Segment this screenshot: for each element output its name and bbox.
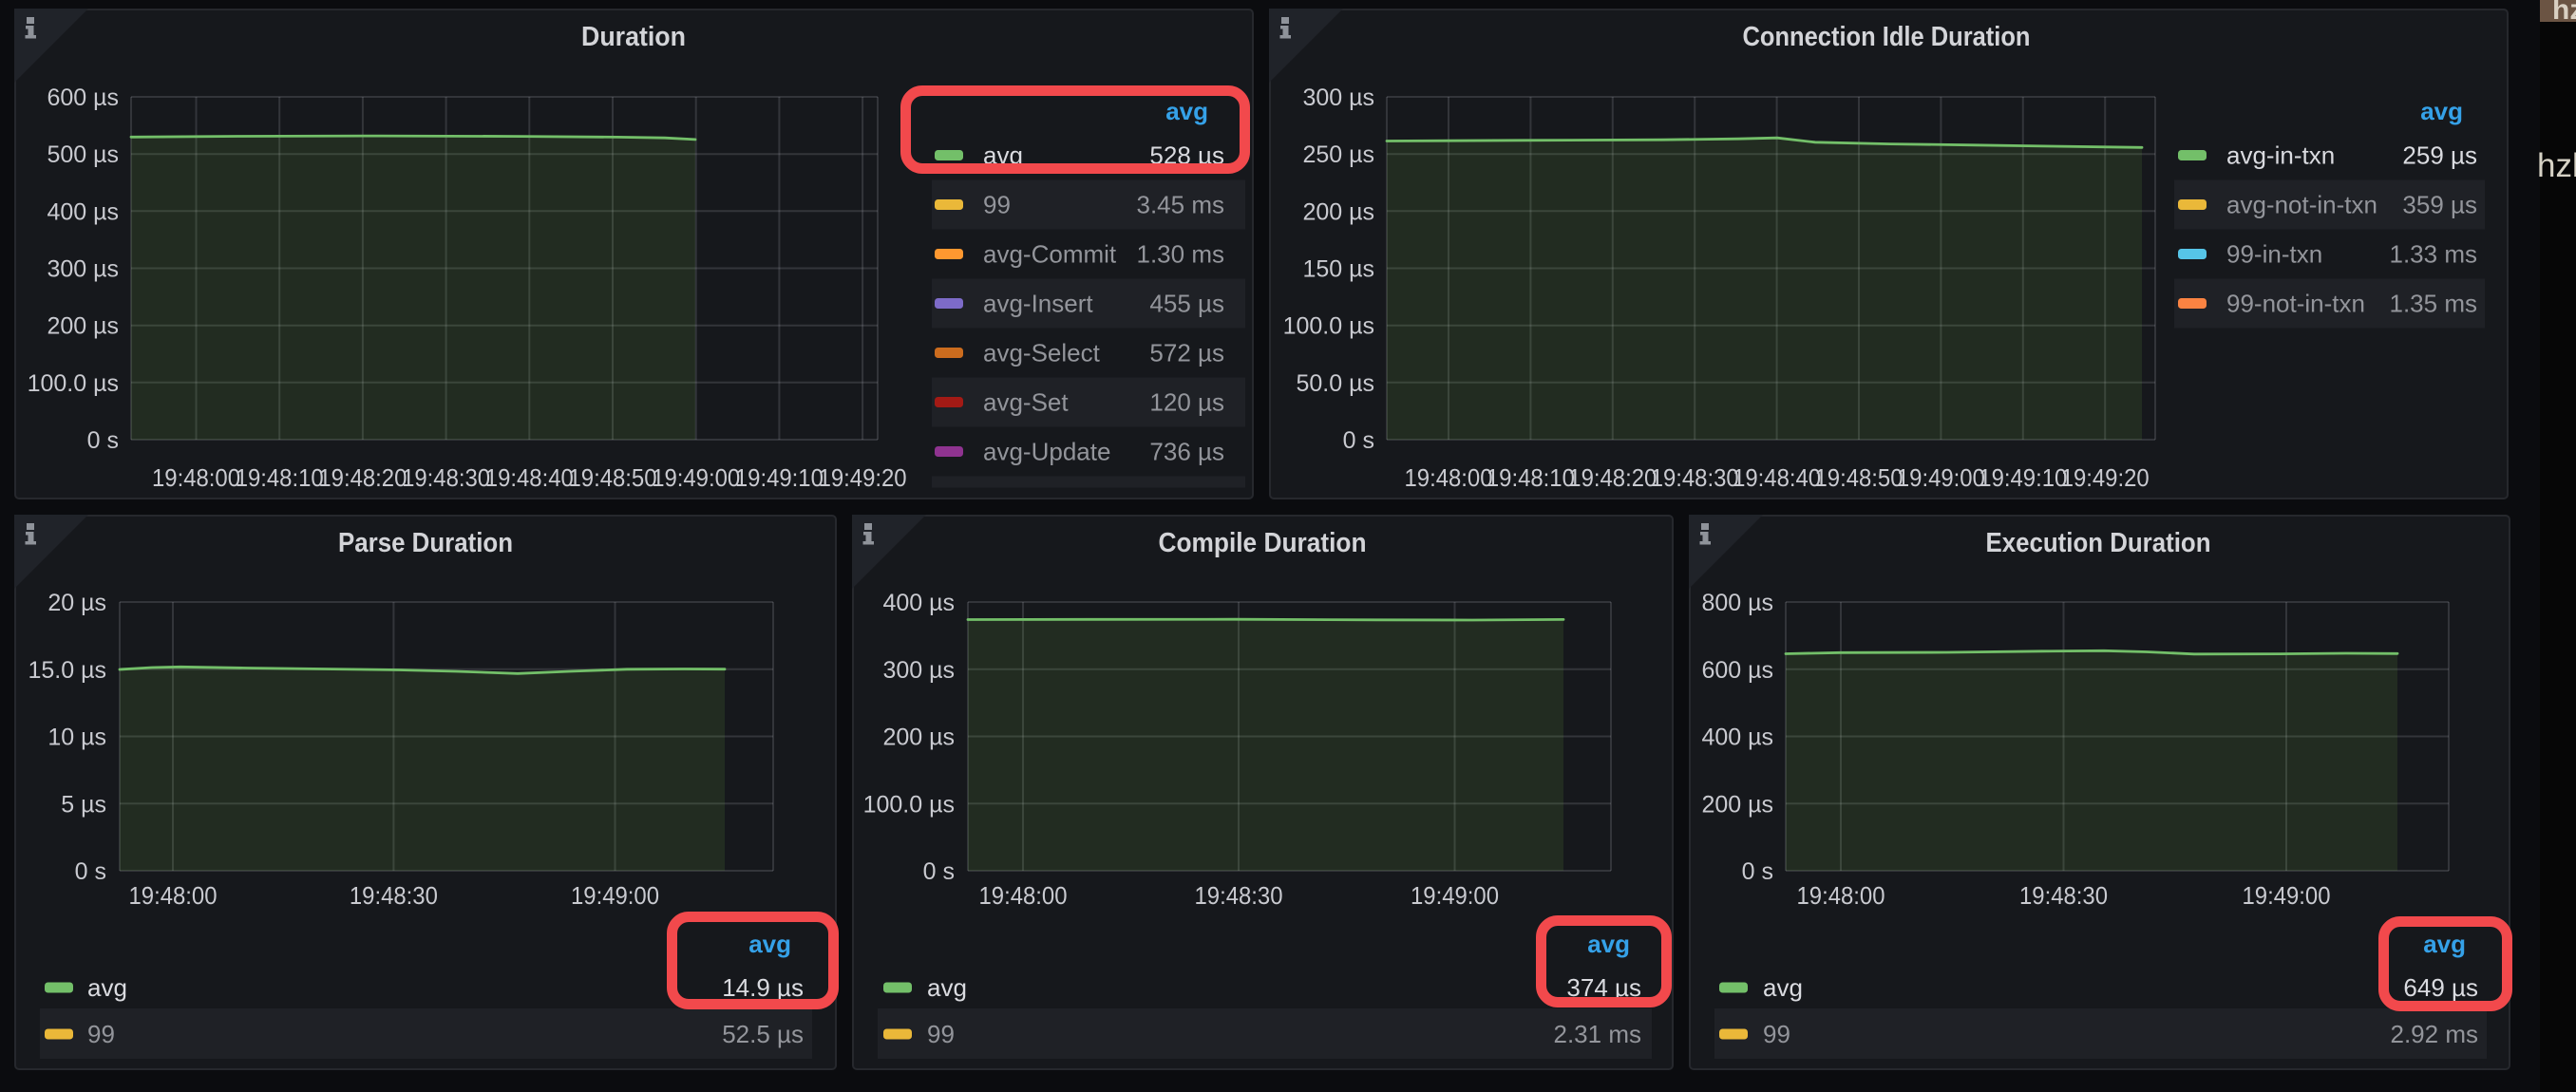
svg-text:99: 99 <box>1763 1020 1790 1048</box>
svg-text:99-in-txn: 99-in-txn <box>2226 240 2322 269</box>
svg-text:0 s: 0 s <box>87 427 119 454</box>
svg-text:400 µs: 400 µs <box>882 590 955 616</box>
svg-text:200 µs: 200 µs <box>882 725 955 751</box>
svg-text:avg-Insert: avg-Insert <box>983 290 1093 318</box>
svg-text:19:48:40: 19:48:40 <box>485 463 574 492</box>
svg-text:120 µs: 120 µs <box>1149 388 1224 417</box>
svg-text:5 µs: 5 µs <box>61 791 106 818</box>
svg-text:19:48:10: 19:48:10 <box>1487 463 1575 492</box>
svg-text:avg-Update: avg-Update <box>983 438 1110 466</box>
svg-text:Execution Duration: Execution Duration <box>1986 528 2211 558</box>
svg-text:99: 99 <box>87 1020 115 1048</box>
svg-text:avg: avg <box>2423 930 2466 958</box>
svg-text:19:48:00: 19:48:00 <box>1405 463 1493 492</box>
svg-text:avg-in-txn: avg-in-txn <box>2226 141 2335 170</box>
svg-text:200 µs: 200 µs <box>1701 791 1773 818</box>
svg-text:avg: avg <box>1587 930 1630 958</box>
svg-text:avg-Set: avg-Set <box>983 388 1069 417</box>
svg-text:1.33 ms: 1.33 ms <box>2390 240 2478 269</box>
svg-text:400 µs: 400 µs <box>47 198 119 225</box>
svg-text:100.0 µs: 100.0 µs <box>863 791 955 818</box>
svg-text:19:49:00: 19:49:00 <box>571 881 659 910</box>
svg-text:avg: avg <box>1763 973 1803 1002</box>
svg-text:10 µs: 10 µs <box>47 725 106 751</box>
svg-text:3.45 ms: 3.45 ms <box>1137 191 1225 219</box>
svg-text:20 µs: 20 µs <box>47 590 106 616</box>
svg-text:500 µs: 500 µs <box>47 141 119 168</box>
svg-text:avg: avg <box>748 930 791 958</box>
svg-text:250 µs: 250 µs <box>1302 141 1374 168</box>
svg-text:300 µs: 300 µs <box>47 256 119 283</box>
svg-text:19:48:20: 19:48:20 <box>1568 463 1657 492</box>
svg-text:0 s: 0 s <box>1343 427 1374 454</box>
svg-text:19:48:30: 19:48:30 <box>350 881 438 910</box>
svg-text:0 s: 0 s <box>923 858 955 885</box>
svg-text:400 µs: 400 µs <box>1701 725 1773 751</box>
svg-text:19:48:10: 19:48:10 <box>236 463 324 492</box>
svg-text:100.0 µs: 100.0 µs <box>1283 313 1374 340</box>
svg-text:19:49:00: 19:49:00 <box>2243 881 2331 910</box>
svg-text:1.35 ms: 1.35 ms <box>2390 290 2478 318</box>
svg-text:200 µs: 200 µs <box>47 313 119 340</box>
svg-text:200 µs: 200 µs <box>1302 198 1374 225</box>
svg-text:Compile Duration: Compile Duration <box>1159 528 1367 558</box>
svg-text:99-not-in-txn: 99-not-in-txn <box>2226 290 2365 318</box>
svg-text:600 µs: 600 µs <box>47 85 119 111</box>
svg-text:99: 99 <box>983 191 1011 219</box>
svg-text:19:48:20: 19:48:20 <box>318 463 407 492</box>
svg-text:19:49:00: 19:49:00 <box>1897 463 1985 492</box>
svg-text:19:48:30: 19:48:30 <box>1195 881 1283 910</box>
svg-text:0 s: 0 s <box>1742 858 1773 885</box>
svg-text:19:48:30: 19:48:30 <box>402 463 490 492</box>
svg-text:99: 99 <box>927 1020 955 1048</box>
svg-text:14.9 µs: 14.9 µs <box>722 973 804 1002</box>
svg-text:19:48:30: 19:48:30 <box>1651 463 1739 492</box>
svg-text:52.5 µs: 52.5 µs <box>722 1020 804 1048</box>
svg-text:19:49:00: 19:49:00 <box>1411 881 1499 910</box>
svg-text:50.0 µs: 50.0 µs <box>1296 370 1374 397</box>
svg-text:19:48:40: 19:48:40 <box>1733 463 1821 492</box>
svg-text:avg: avg <box>1165 97 1208 125</box>
svg-text:649 µs: 649 µs <box>2403 973 2478 1002</box>
svg-text:100.0 µs: 100.0 µs <box>28 370 119 397</box>
svg-text:19:48:30: 19:48:30 <box>2019 881 2108 910</box>
svg-text:hz: hz <box>2552 0 2576 26</box>
svg-text:hzb: hzb <box>2537 147 2576 184</box>
svg-text:150 µs: 150 µs <box>1302 256 1374 283</box>
svg-text:19:48:50: 19:48:50 <box>569 463 657 492</box>
svg-text:800 µs: 800 µs <box>1701 590 1773 616</box>
svg-text:avg-Select: avg-Select <box>983 339 1101 367</box>
svg-text:19:49:20: 19:49:20 <box>819 463 907 492</box>
svg-text:0 s: 0 s <box>75 858 106 885</box>
svg-text:259 µs: 259 µs <box>2402 141 2477 170</box>
svg-text:avg-not-in-txn: avg-not-in-txn <box>2226 191 2377 219</box>
svg-text:19:48:00: 19:48:00 <box>129 881 218 910</box>
svg-text:300 µs: 300 µs <box>882 657 955 684</box>
svg-text:Parse Duration: Parse Duration <box>338 528 513 558</box>
svg-text:avg: avg <box>87 973 127 1002</box>
svg-text:1.30 ms: 1.30 ms <box>1137 240 1225 269</box>
svg-text:600 µs: 600 µs <box>1701 657 1773 684</box>
svg-text:19:49:10: 19:49:10 <box>735 463 824 492</box>
svg-text:Connection Idle Duration: Connection Idle Duration <box>1743 22 2031 52</box>
svg-text:2.92 ms: 2.92 ms <box>2391 1020 2479 1048</box>
svg-text:avg-Commit: avg-Commit <box>983 240 1117 269</box>
svg-text:19:48:00: 19:48:00 <box>979 881 1068 910</box>
svg-text:2.31 ms: 2.31 ms <box>1554 1020 1642 1048</box>
svg-text:736 µs: 736 µs <box>1149 438 1224 466</box>
svg-text:19:49:00: 19:49:00 <box>652 463 740 492</box>
svg-text:19:49:10: 19:49:10 <box>1979 463 2067 492</box>
svg-text:359 µs: 359 µs <box>2402 191 2477 219</box>
svg-text:572 µs: 572 µs <box>1149 339 1224 367</box>
svg-text:19:49:20: 19:49:20 <box>2061 463 2150 492</box>
svg-text:19:48:50: 19:48:50 <box>1815 463 1904 492</box>
svg-text:455 µs: 455 µs <box>1149 290 1224 318</box>
svg-text:19:48:00: 19:48:00 <box>152 463 240 492</box>
svg-text:avg: avg <box>927 973 967 1002</box>
svg-text:Duration: Duration <box>581 22 686 52</box>
svg-text:15.0 µs: 15.0 µs <box>28 657 106 684</box>
svg-text:19:48:00: 19:48:00 <box>1797 881 1885 910</box>
svg-text:avg: avg <box>2420 97 2463 125</box>
svg-text:300 µs: 300 µs <box>1302 85 1374 111</box>
